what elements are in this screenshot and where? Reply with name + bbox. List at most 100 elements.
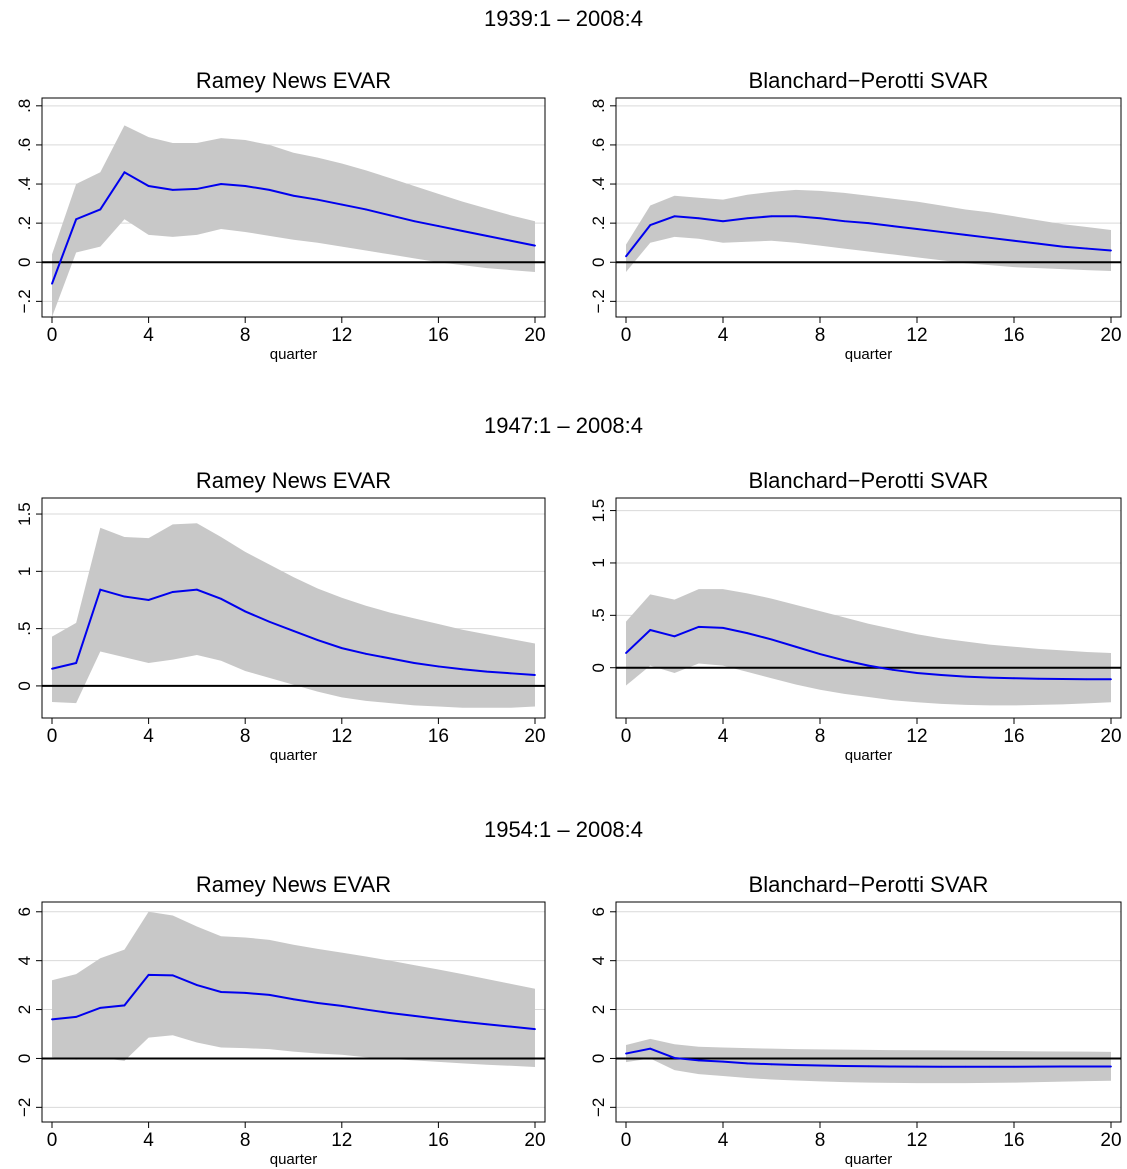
response-point: [51, 1018, 53, 1021]
y-tick-label: 0: [589, 663, 608, 672]
response-point: [413, 662, 416, 664]
response-point: [697, 1059, 700, 1062]
y-tick-label: 0: [15, 681, 34, 690]
response-point: [649, 629, 652, 631]
y-tick-label: 2: [15, 1005, 34, 1014]
y-tick-label: .2: [589, 216, 608, 230]
y-tick-label: 4: [589, 956, 608, 965]
response-point: [891, 1065, 894, 1068]
response-point: [940, 674, 943, 676]
response-point: [389, 657, 391, 660]
response-point: [268, 620, 271, 623]
response-point: [1037, 677, 1040, 680]
confidence-band: [52, 911, 535, 1067]
x-tick-label: 8: [240, 325, 251, 346]
x-tick-label: 8: [815, 726, 826, 747]
response-point: [316, 1002, 319, 1004]
response-point: [867, 1065, 870, 1068]
plot-frame: [41, 497, 546, 719]
response-point: [697, 625, 700, 628]
response-point: [964, 1065, 967, 1068]
response-point: [99, 588, 102, 591]
x-tick-label: 0: [47, 1130, 58, 1151]
response-point: [819, 1064, 821, 1067]
response-point: [389, 214, 391, 217]
confidence-band: [52, 125, 535, 317]
response-point: [722, 627, 724, 629]
response-point: [340, 1004, 343, 1007]
panel-title: Blanchard−Perotti SVAR: [749, 872, 989, 897]
response-point: [1037, 1065, 1040, 1068]
response-point: [171, 189, 174, 191]
confidence-band: [626, 1038, 1111, 1084]
response-point: [1061, 678, 1064, 680]
response-point: [461, 668, 464, 671]
response-point: [625, 1052, 627, 1055]
response-point: [819, 217, 821, 220]
plot-frame: [41, 901, 546, 1123]
x-tick-label: 16: [1003, 726, 1024, 747]
response-point: [843, 659, 846, 662]
panel-title: Ramey News EVAR: [196, 468, 391, 493]
response-point: [649, 1047, 652, 1050]
response-point: [365, 208, 367, 211]
response-point: [770, 215, 773, 218]
response-point: [340, 647, 343, 650]
y-tick-label: 1.5: [15, 502, 34, 526]
y-tick-label: 0: [589, 1054, 608, 1063]
panel-title: Blanchard−Perotti SVAR: [749, 68, 989, 93]
response-point: [413, 1015, 416, 1017]
response-point: [147, 973, 150, 976]
panel-title: Ramey News EVAR: [196, 68, 391, 93]
response-point: [123, 1004, 126, 1007]
chart-panel-3: 0 4 8 12 16 20 0 .5 1 1.5 Ramey News EVAR quarter: [15, 468, 546, 764]
y-tick-label: .6: [589, 138, 608, 152]
y-tick-label: .8: [589, 99, 608, 113]
response-point: [1013, 1065, 1015, 1068]
x-tick-label: 8: [240, 726, 251, 747]
panel-title: Blanchard−Perotti SVAR: [749, 468, 989, 493]
response-point: [534, 244, 536, 247]
response-point: [75, 1015, 78, 1018]
x-tick-label: 16: [1003, 325, 1024, 346]
y-tick-label: −2: [589, 1098, 608, 1117]
response-point: [819, 653, 821, 655]
response-point: [99, 208, 102, 211]
response-point: [625, 652, 627, 654]
y-tick-label: 1: [15, 567, 34, 576]
x-axis-label: quarter: [270, 747, 318, 764]
x-tick-label: 20: [1100, 1130, 1121, 1151]
x-tick-label: 4: [718, 1130, 729, 1151]
y-tick-label: 4: [15, 956, 34, 965]
response-point: [843, 1065, 846, 1067]
response-point: [1061, 245, 1064, 248]
x-tick-label: 20: [524, 1130, 545, 1151]
x-tick-label: 20: [524, 325, 545, 346]
response-point: [722, 220, 724, 223]
y-tick-label: .2: [15, 216, 34, 230]
x-tick-label: 4: [718, 726, 729, 747]
chart-panel-5: 0 4 8 12 16 20 −2 0 2 4 6 Ramey News EVAR quarter: [15, 872, 546, 1168]
y-tick-label: 1.5: [589, 499, 608, 523]
response-point: [437, 1017, 440, 1020]
plot-frame: [615, 497, 1122, 719]
x-tick-label: 0: [47, 325, 58, 346]
response-point: [485, 670, 488, 673]
x-tick-label: 4: [143, 1130, 154, 1151]
x-axis-label: quarter: [845, 1151, 893, 1168]
response-point: [220, 597, 222, 600]
response-point: [746, 632, 749, 635]
response-point: [461, 1020, 464, 1023]
x-tick-label: 8: [815, 1130, 826, 1151]
response-point: [123, 595, 126, 598]
response-point: [1013, 677, 1015, 680]
x-tick-label: 16: [428, 1130, 449, 1151]
row-title-1: 1939:1 – 2008:4: [483, 6, 644, 31]
y-tick-label: .6: [15, 138, 34, 152]
response-point: [292, 194, 295, 197]
x-tick-label: 16: [1003, 1130, 1024, 1151]
response-point: [485, 234, 488, 237]
response-point: [316, 639, 319, 641]
response-point: [171, 974, 174, 977]
x-axis-label: quarter: [270, 1151, 318, 1168]
